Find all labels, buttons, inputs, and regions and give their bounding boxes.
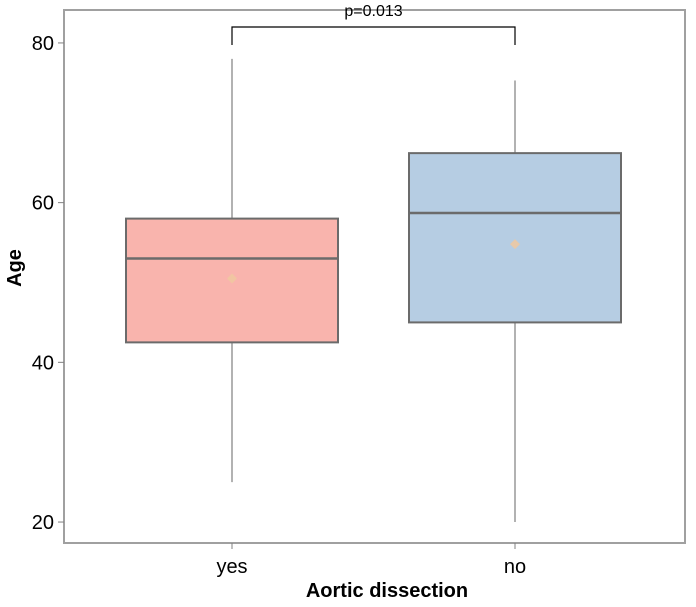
significance-bracket: p=0.013	[231, 3, 516, 45]
x-tick-label: yes	[216, 556, 247, 578]
y-tick-label: 60	[32, 193, 54, 215]
x-axis-ticks: yes no	[216, 543, 526, 578]
mean-marker	[510, 239, 520, 250]
x-axis-title: Aortic dissection	[306, 580, 468, 602]
y-tick-label: 20	[32, 512, 54, 534]
y-tick-label: 40	[32, 352, 54, 374]
y-axis-title: Age	[4, 249, 26, 287]
y-tick-label: 80	[32, 33, 54, 55]
mean-marker	[227, 273, 237, 284]
x-tick-label: no	[504, 556, 526, 578]
boxes	[125, 58, 622, 523]
box-no	[408, 152, 622, 324]
p-value-label: p=0.013	[344, 3, 402, 20]
bracket-line	[231, 26, 516, 45]
y-axis-ticks: 20 40 60 80	[32, 33, 64, 534]
